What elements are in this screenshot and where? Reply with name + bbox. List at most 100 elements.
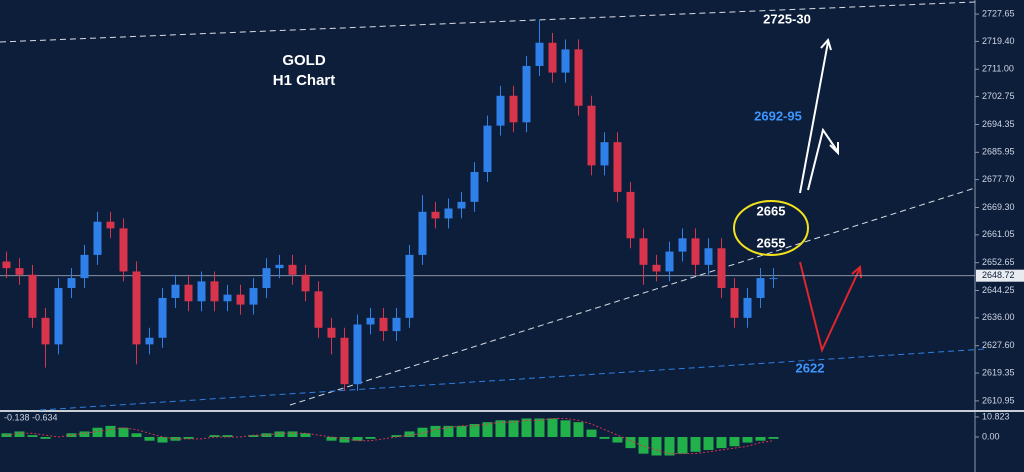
histogram-bar (144, 437, 155, 441)
projection-arrows (799, 37, 862, 353)
histogram-bar (625, 437, 636, 449)
candle-body (730, 288, 739, 318)
histogram-bar (326, 437, 337, 441)
histogram-bar (417, 427, 428, 437)
candle-body (522, 65, 531, 123)
histogram-bar (79, 431, 90, 437)
candle-body (548, 42, 557, 73)
histogram-bar (599, 437, 610, 439)
candle-body (483, 125, 492, 173)
histogram-bar (352, 437, 363, 441)
annotation: 2725-30 (763, 11, 811, 26)
histogram-bar (560, 420, 571, 437)
annotation: 2692-95 (754, 108, 802, 123)
arrow-dip (799, 261, 861, 353)
resistance-line (0, 1, 976, 43)
trend-lines (0, 1, 986, 411)
histogram-bar (586, 429, 597, 437)
candle-body (743, 297, 752, 318)
candle-body (54, 288, 63, 345)
candle-body (41, 317, 50, 345)
histogram-bar (40, 437, 51, 439)
arrow-zigzag (807, 127, 839, 191)
histogram-bar (729, 437, 740, 447)
candle-body (288, 264, 297, 275)
y-tick-label: 2619.35 (982, 367, 1015, 377)
candle-body (314, 291, 323, 328)
arrow-head (820, 37, 832, 51)
histogram-bar (183, 437, 194, 439)
candle-body (223, 294, 232, 302)
y-tick-label: 2719.40 (982, 36, 1015, 46)
arrow-head (851, 264, 862, 279)
histogram-bar (456, 425, 467, 437)
chart-title: GOLD (282, 52, 325, 69)
histogram-bar (508, 420, 519, 437)
y-tick-label: 10.823 (982, 411, 1010, 421)
candle-body (15, 268, 24, 275)
histogram-bar (677, 437, 688, 454)
y-tick-label: 2711.00 (982, 64, 1014, 74)
candle-body (496, 95, 505, 126)
candle-body (691, 238, 700, 265)
candle-body (535, 42, 544, 66)
highlight-ellipse (733, 200, 809, 256)
annotation: 2622 (796, 360, 825, 375)
candle-body (249, 288, 258, 305)
histogram-bar (651, 437, 662, 456)
candle-body (639, 238, 648, 265)
histogram-bar (443, 425, 454, 437)
histogram-bar (365, 437, 376, 439)
histogram-bar (27, 435, 38, 437)
candle-body (678, 238, 687, 252)
y-tick-label: 2661.05 (982, 229, 1015, 239)
candle-body (106, 221, 115, 229)
indicator-title: -0.138 -0.634 (4, 412, 58, 422)
candle-body (145, 337, 154, 345)
histogram-bar (222, 435, 233, 437)
candle-body (379, 317, 388, 332)
histogram-bar (248, 435, 259, 437)
histogram-bar (404, 431, 415, 437)
histogram-bar (755, 437, 766, 441)
candle-body (587, 105, 596, 166)
candle-body (197, 281, 206, 302)
y-tick-label: 0.00 (982, 431, 1000, 441)
candle-body (756, 278, 765, 298)
histogram-bar (118, 427, 129, 437)
candle-body (704, 248, 713, 265)
histogram-bar (547, 418, 558, 437)
histogram-bar (430, 425, 441, 437)
histogram-bar (14, 431, 25, 437)
histogram-bar (261, 433, 272, 437)
chart-subtitle: H1 Chart (273, 72, 336, 89)
y-tick-label: 2702.75 (982, 91, 1015, 101)
y-tick-label: 2677.70 (982, 174, 1015, 184)
lower-channel-line (39, 348, 986, 411)
histogram-bar (157, 437, 168, 443)
signal-line (6, 417, 774, 455)
arrow-up-long (799, 41, 829, 194)
y-tick-label: 2636.00 (982, 312, 1015, 322)
histogram-bar (742, 437, 753, 443)
candle-body (665, 251, 674, 272)
candle-body (366, 317, 375, 325)
y-tick-label: 2652.65 (982, 257, 1015, 267)
candle-body (275, 264, 284, 269)
candle-body (561, 49, 570, 73)
y-tick-label: 2685.95 (982, 147, 1015, 157)
y-tick-label: 2627.60 (982, 340, 1015, 350)
candle-body (470, 172, 479, 202)
histogram-bar (534, 418, 545, 437)
histogram-bar (274, 431, 285, 437)
histogram-bar (664, 437, 675, 456)
y-tick-label: 2694.35 (982, 119, 1015, 129)
candle-body (132, 271, 141, 345)
candle-body (301, 274, 310, 292)
candle-body (236, 294, 245, 305)
histogram-bar (690, 437, 701, 452)
candle-body (405, 254, 414, 318)
candle-body (171, 284, 180, 298)
